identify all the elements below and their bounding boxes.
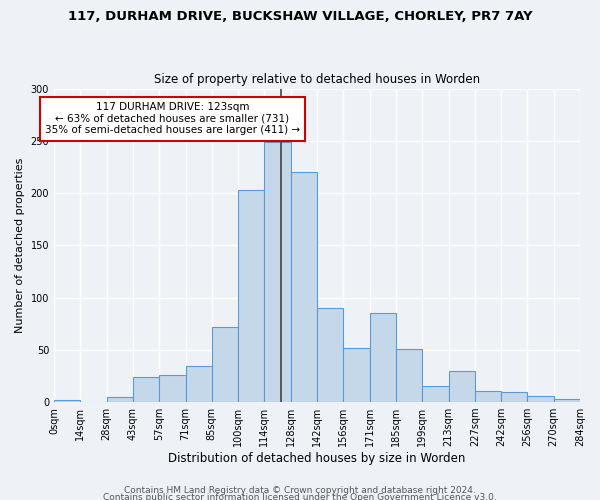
Text: 117, DURHAM DRIVE, BUCKSHAW VILLAGE, CHORLEY, PR7 7AY: 117, DURHAM DRIVE, BUCKSHAW VILLAGE, CHO… (68, 10, 532, 23)
Bar (291, 172, 317, 402)
Bar (475, 390, 501, 402)
Bar (396, 349, 422, 402)
Bar (133, 377, 159, 402)
Bar (501, 392, 527, 402)
Text: 117 DURHAM DRIVE: 123sqm
← 63% of detached houses are smaller (731)
35% of semi-: 117 DURHAM DRIVE: 123sqm ← 63% of detach… (45, 102, 300, 136)
Bar (159, 375, 185, 402)
Bar (54, 400, 80, 402)
Bar (554, 399, 580, 402)
Bar (317, 308, 343, 402)
Bar (449, 370, 475, 402)
Bar (185, 366, 212, 402)
Text: Contains HM Land Registry data © Crown copyright and database right 2024.: Contains HM Land Registry data © Crown c… (124, 486, 476, 495)
Bar (107, 397, 133, 402)
Bar (265, 142, 291, 402)
Bar (238, 190, 265, 402)
Bar (212, 327, 238, 402)
Bar (343, 348, 370, 402)
Title: Size of property relative to detached houses in Worden: Size of property relative to detached ho… (154, 73, 480, 86)
X-axis label: Distribution of detached houses by size in Worden: Distribution of detached houses by size … (169, 452, 466, 465)
Bar (370, 314, 396, 402)
Text: Contains public sector information licensed under the Open Government Licence v3: Contains public sector information licen… (103, 494, 497, 500)
Y-axis label: Number of detached properties: Number of detached properties (15, 158, 25, 333)
Bar (422, 386, 449, 402)
Bar (527, 396, 554, 402)
